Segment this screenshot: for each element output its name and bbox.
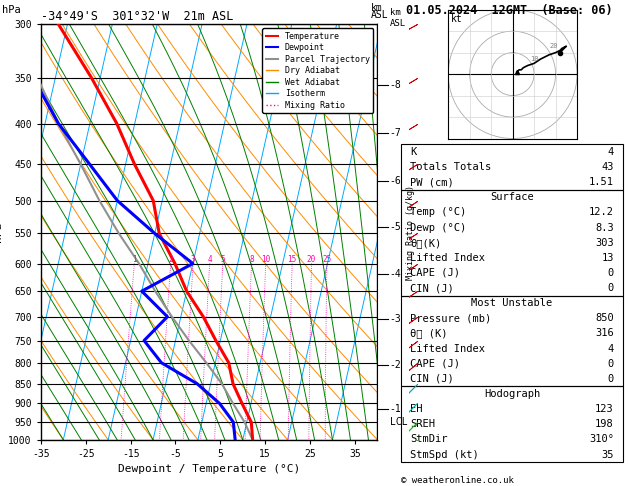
Text: 5: 5	[221, 255, 225, 263]
Text: 8.3: 8.3	[595, 223, 614, 233]
Text: K: K	[410, 147, 416, 157]
Text: -7: -7	[389, 128, 401, 138]
Text: kt: kt	[451, 14, 462, 24]
Text: LCL: LCL	[389, 417, 407, 427]
X-axis label: Dewpoint / Temperature (°C): Dewpoint / Temperature (°C)	[118, 465, 300, 474]
Text: km: km	[371, 3, 383, 13]
Y-axis label: hPa: hPa	[0, 222, 3, 242]
Text: StmDir: StmDir	[410, 434, 448, 444]
Text: Lifted Index: Lifted Index	[410, 344, 485, 354]
Text: Pressure (mb): Pressure (mb)	[410, 313, 491, 323]
Text: 35: 35	[601, 450, 614, 460]
Text: Totals Totals: Totals Totals	[410, 162, 491, 172]
Bar	[401, 190, 623, 295]
Text: 198: 198	[595, 419, 614, 429]
Text: 850: 850	[595, 313, 614, 323]
Text: Dewp (°C): Dewp (°C)	[410, 223, 467, 233]
Text: -6: -6	[389, 176, 401, 186]
Text: 12.2: 12.2	[589, 208, 614, 217]
Text: CAPE (J): CAPE (J)	[410, 359, 460, 369]
Text: -8: -8	[389, 80, 401, 90]
Text: -4: -4	[389, 269, 401, 279]
Text: Lifted Index: Lifted Index	[410, 253, 485, 263]
Text: 0: 0	[608, 268, 614, 278]
Text: 20: 20	[307, 255, 316, 263]
Text: Temp (°C): Temp (°C)	[410, 208, 467, 217]
Text: -5: -5	[389, 222, 401, 232]
Text: 1: 1	[132, 255, 136, 263]
Text: 20: 20	[549, 43, 558, 50]
Text: 3: 3	[191, 255, 196, 263]
Text: 0: 0	[608, 374, 614, 384]
Text: 0: 0	[608, 283, 614, 293]
Text: 43: 43	[601, 162, 614, 172]
Text: 4: 4	[608, 344, 614, 354]
Bar	[401, 295, 623, 386]
Text: -34°49'S  301°32'W  21m ASL: -34°49'S 301°32'W 21m ASL	[41, 10, 233, 23]
Text: θᴄ (K): θᴄ (K)	[410, 329, 448, 338]
Text: 4: 4	[608, 147, 614, 157]
Text: StmSpd (kt): StmSpd (kt)	[410, 450, 479, 460]
Text: Mixing Ratio (g/kg): Mixing Ratio (g/kg)	[406, 185, 415, 279]
Text: ASL: ASL	[371, 11, 389, 20]
Text: CAPE (J): CAPE (J)	[410, 268, 460, 278]
Text: 123: 123	[595, 404, 614, 414]
Text: -2: -2	[389, 360, 401, 369]
Text: 0: 0	[608, 359, 614, 369]
Text: 1.51: 1.51	[589, 177, 614, 187]
Text: 2: 2	[169, 255, 173, 263]
Text: 25: 25	[322, 255, 331, 263]
Text: 10: 10	[530, 56, 538, 62]
Text: 13: 13	[601, 253, 614, 263]
Text: PW (cm): PW (cm)	[410, 177, 454, 187]
Bar	[401, 386, 623, 462]
Text: 310°: 310°	[589, 434, 614, 444]
Legend: Temperature, Dewpoint, Parcel Trajectory, Dry Adiabat, Wet Adiabat, Isotherm, Mi: Temperature, Dewpoint, Parcel Trajectory…	[262, 29, 373, 113]
Text: 15: 15	[287, 255, 297, 263]
Text: 4: 4	[208, 255, 212, 263]
Text: 8: 8	[249, 255, 254, 263]
Text: 316: 316	[595, 329, 614, 338]
Text: -1: -1	[389, 404, 401, 414]
Text: hPa: hPa	[2, 5, 21, 15]
Text: θᴄ(K): θᴄ(K)	[410, 238, 442, 248]
Text: Hodograph: Hodograph	[484, 389, 540, 399]
Text: 303: 303	[595, 238, 614, 248]
Text: CIN (J): CIN (J)	[410, 374, 454, 384]
Text: SREH: SREH	[410, 419, 435, 429]
Text: 10: 10	[261, 255, 270, 263]
Text: -3: -3	[389, 314, 401, 324]
Bar	[401, 144, 623, 190]
Text: km
ASL: km ASL	[389, 8, 406, 28]
Text: Most Unstable: Most Unstable	[471, 298, 553, 308]
Text: Surface: Surface	[490, 192, 534, 202]
Text: 01.05.2024  12GMT  (Base: 06): 01.05.2024 12GMT (Base: 06)	[406, 3, 612, 17]
Text: © weatheronline.co.uk: © weatheronline.co.uk	[401, 476, 514, 485]
Text: CIN (J): CIN (J)	[410, 283, 454, 293]
Text: EH: EH	[410, 404, 423, 414]
